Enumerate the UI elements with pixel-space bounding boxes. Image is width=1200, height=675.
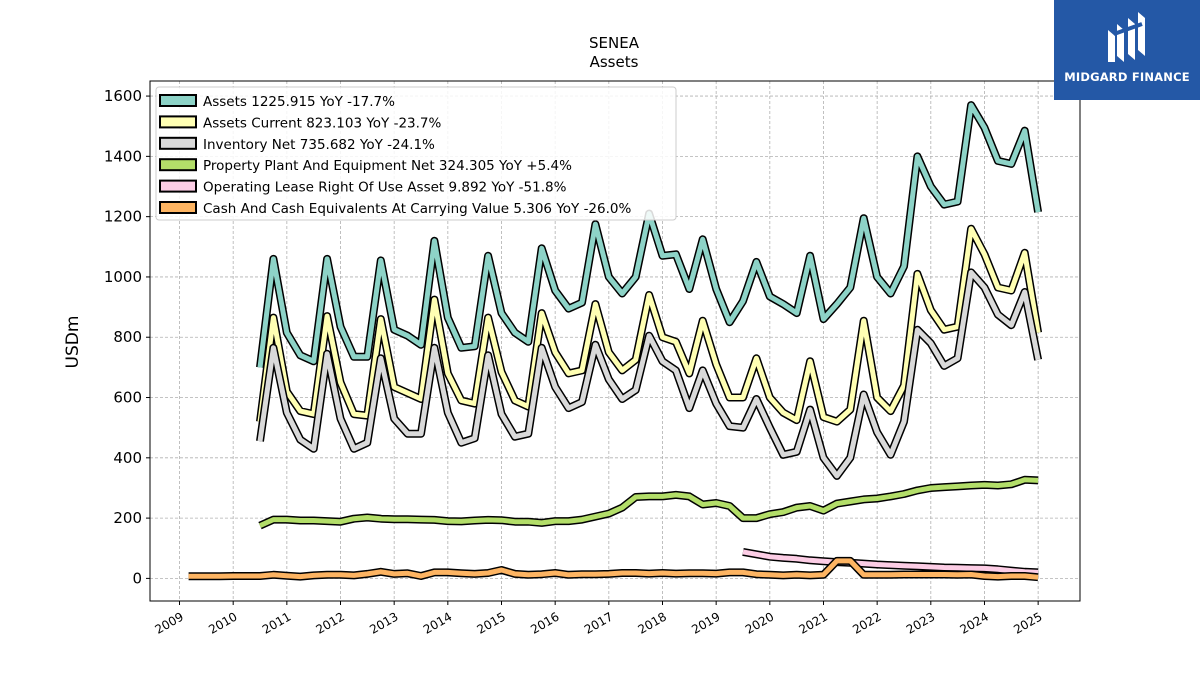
x-tick-label: 2022 xyxy=(850,609,883,636)
y-tick-label: 1400 xyxy=(104,147,142,165)
x-tick-label: 2018 xyxy=(636,609,669,636)
legend-swatch xyxy=(159,136,197,150)
y-tick-label: 1600 xyxy=(104,87,142,105)
x-tick-label: 2017 xyxy=(582,609,615,636)
legend-swatch xyxy=(159,94,197,107)
legend-label: Assets 1225.915 YoY -17.7% xyxy=(203,94,395,110)
x-tick-label: 2014 xyxy=(421,609,454,636)
legend-swatch xyxy=(159,115,197,129)
x-tick-label: 2013 xyxy=(367,609,400,636)
legend-label: Cash And Cash Equivalents At Carrying Va… xyxy=(203,201,631,217)
y-tick-label: 200 xyxy=(113,509,142,527)
y-tick-label: 400 xyxy=(113,449,142,467)
legend-label: Inventory Net 735.682 YoY -24.1% xyxy=(203,137,435,153)
x-tick-label: 2012 xyxy=(314,609,347,636)
x-tick-label: 2019 xyxy=(689,609,722,636)
x-tick-label: 2024 xyxy=(958,609,991,636)
x-tick-label: 2010 xyxy=(206,609,239,636)
logo-text: MIDGARD FINANCE xyxy=(1064,70,1190,84)
series-line-cash-and-cash-equivalents-at-carrying-value xyxy=(188,558,1039,580)
legend-box xyxy=(155,86,677,221)
legend-label: Operating Lease Right Of Use Asset 9.892… xyxy=(203,180,567,196)
y-tick-label: 1200 xyxy=(104,208,142,226)
legend-swatch xyxy=(159,158,197,172)
series-line-property-plant-and-equipment-net xyxy=(258,477,1039,528)
brand-logo: MIDGARD FINANCE xyxy=(1054,0,1200,100)
x-tick-label: 2015 xyxy=(475,609,508,636)
midgard-finance-logo-icon xyxy=(1108,12,1145,62)
series-line-operating-lease-right-of-use-asset xyxy=(742,549,1039,575)
y-tick-label: 600 xyxy=(113,389,142,407)
legend-label: Property Plant And Equipment Net 324.305… xyxy=(203,158,572,174)
y-tick-label: 1000 xyxy=(104,268,142,286)
chart-title: SENEA xyxy=(589,34,640,52)
y-tick-label: 0 xyxy=(132,569,142,587)
x-tick-label: 2011 xyxy=(260,609,293,636)
x-tick-label: 2009 xyxy=(153,609,186,636)
x-tick-label: 2020 xyxy=(743,609,776,636)
axes-frame xyxy=(149,80,1081,602)
x-tick-label: 2016 xyxy=(528,609,561,636)
x-tick-label: 2023 xyxy=(904,609,937,636)
series-line-assets-current xyxy=(257,226,1041,425)
series-line-inventory-net xyxy=(257,269,1041,479)
chart-subtitle: Assets xyxy=(590,53,639,71)
x-tick-label: 2021 xyxy=(797,609,830,636)
legend-swatch xyxy=(159,201,197,214)
legend: Assets 1225.915 YoY -17.7% Assets Current… xyxy=(155,86,677,221)
y-axis-label: USDm xyxy=(63,316,83,369)
legend-label: Assets Current 823.103 YoY -23.7% xyxy=(203,115,442,131)
y-tick-label: 800 xyxy=(113,328,142,346)
legend-swatch xyxy=(159,179,197,193)
x-tick-label: 2025 xyxy=(1011,609,1044,636)
